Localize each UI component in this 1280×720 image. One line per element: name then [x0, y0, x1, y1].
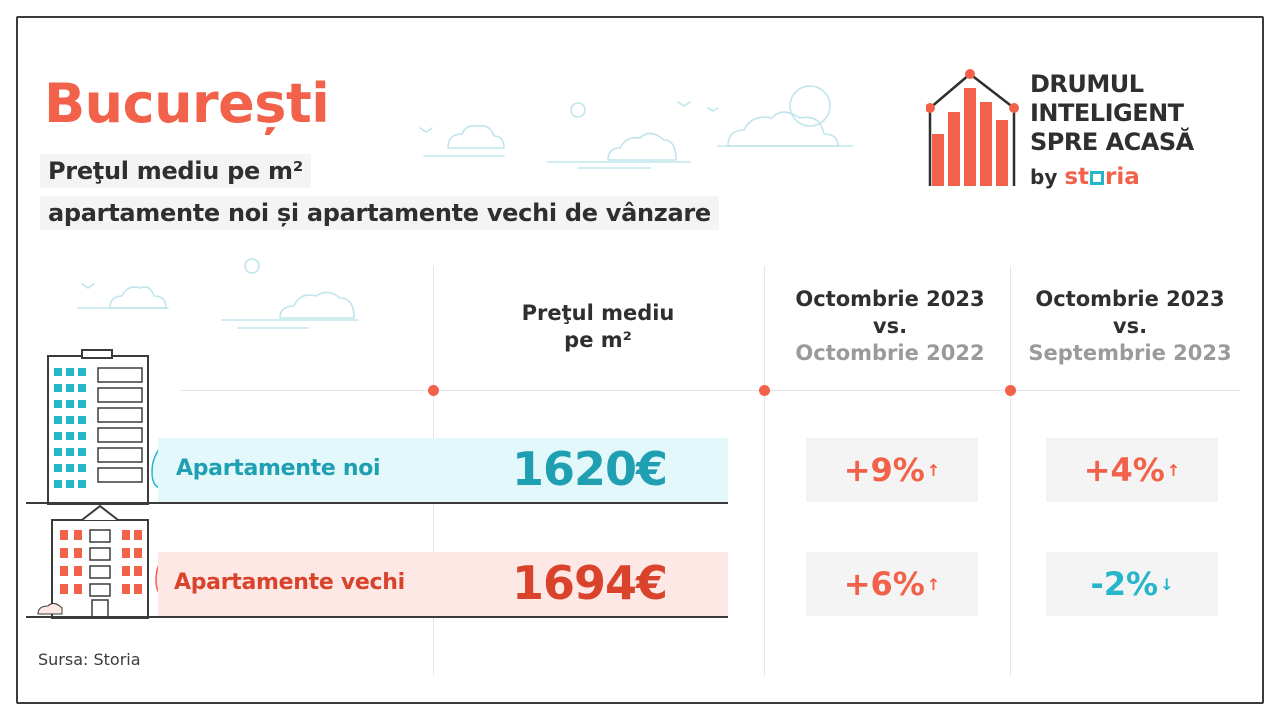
yoy-head-line-2: vs.: [872, 314, 908, 338]
row-old-price: 1694€: [512, 556, 668, 610]
row-new-band: [158, 438, 728, 502]
mom-head-line-2: vs.: [1112, 314, 1148, 338]
row-new-baseline: [26, 502, 728, 504]
logo-byline: by st ria: [1030, 164, 1140, 190]
subtitle-line-1: Preţul mediu pe m²: [40, 154, 311, 188]
row-old-band: [158, 552, 728, 616]
row-new-yoy-value: +9%: [843, 451, 925, 489]
arrow-up-icon: ↑: [926, 574, 941, 594]
header-divider: [180, 390, 1240, 391]
brand-part-1: st: [1064, 164, 1090, 190]
divider-dot: [428, 385, 439, 396]
row-new-label: Apartamente noi: [176, 456, 381, 481]
price-head-line-2: pe m²: [564, 328, 632, 352]
row-new-mom-value: +4%: [1083, 451, 1165, 489]
yoy-head-line-3: Octombrie 2022: [795, 341, 985, 365]
logo-line-1: DRUMUL: [1030, 70, 1144, 98]
mom-head-line-3: Septembrie 2023: [1028, 341, 1232, 365]
old-building-icon: [37, 504, 173, 619]
yoy-head-line-1: Octombrie 2023: [795, 287, 985, 311]
column-divider: [1010, 266, 1011, 676]
mom-column-header: Octombrie 2023 vs. Septembrie 2023: [1018, 286, 1242, 367]
subtitle-line-2: apartamente noi și apartamente vechi de …: [40, 196, 719, 230]
row-old-mom-value: -2%: [1090, 565, 1159, 603]
arrow-down-icon: ↓: [1160, 574, 1174, 594]
storia-brand: st ria: [1064, 164, 1139, 190]
yoy-column-header: Octombrie 2023 vs. Octombrie 2022: [780, 286, 1000, 367]
arrow-up-icon: ↑: [926, 460, 941, 480]
row-old-label: Apartamente vechi: [174, 570, 405, 595]
price-column-header: Preţul mediu pe m²: [488, 300, 708, 354]
page-title: București: [44, 72, 330, 135]
brand-part-2: ria: [1105, 164, 1140, 190]
price-head-line-1: Preţul mediu: [521, 301, 675, 325]
logo-line-3: SPRE ACASĂ: [1030, 128, 1194, 156]
column-divider: [764, 266, 765, 676]
row-old-yoy-value: +6%: [843, 565, 925, 603]
row-new-yoy-change: +9% ↑: [806, 438, 978, 502]
new-building-icon: [47, 349, 169, 505]
row-old-baseline: [26, 616, 728, 618]
storia-square-icon: [1090, 171, 1105, 185]
divider-dot: [759, 385, 770, 396]
row-new-mom-change: +4% ↑: [1046, 438, 1218, 502]
logo-by-text: by: [1030, 165, 1058, 189]
row-old-yoy-change: +6% ↑: [806, 552, 978, 616]
clouds-decoration: [77, 85, 853, 329]
logo-tagline: DRUMUL INTELIGENT SPRE ACASĂ: [1030, 70, 1194, 157]
logo-line-2: INTELIGENT: [1030, 99, 1184, 127]
divider-dot: [1005, 385, 1016, 396]
storia-chart-logo-icon: [926, 69, 1019, 186]
row-old-mom-change: -2% ↓: [1046, 552, 1218, 616]
source-note: Sursa: Storia: [38, 650, 141, 669]
row-new-price: 1620€: [512, 442, 668, 496]
mom-head-line-1: Octombrie 2023: [1035, 287, 1225, 311]
arrow-up-icon: ↑: [1166, 460, 1181, 480]
infographic-frame: București Preţul mediu pe m² apartamente…: [16, 16, 1264, 704]
